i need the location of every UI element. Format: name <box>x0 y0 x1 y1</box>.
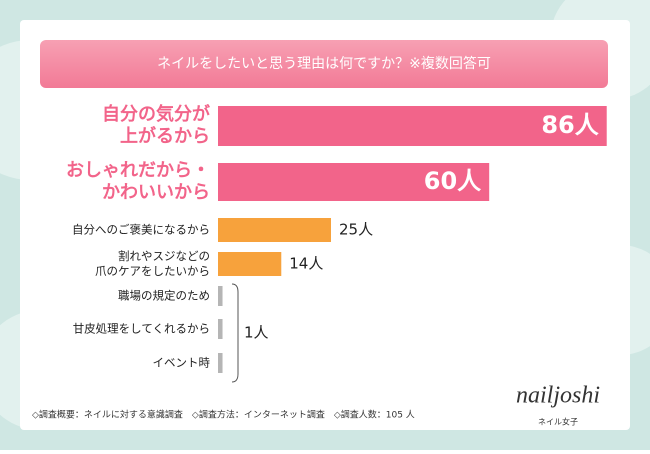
bar <box>218 286 223 306</box>
bar <box>218 218 331 242</box>
bar <box>218 106 607 146</box>
value-label: 1人 <box>244 324 269 342</box>
value-label: 14人 <box>289 255 323 273</box>
group-bracket <box>231 283 239 383</box>
value-label: 60人 <box>424 167 481 195</box>
value-label: 86人 <box>541 111 598 139</box>
brand-sub: ネイル女子 <box>538 417 578 427</box>
bar <box>218 319 223 339</box>
category-label: 上がるから <box>120 125 210 147</box>
chart-title: ネイルをしたいと思う理由は何ですか？※複数回答可 <box>157 55 491 72</box>
category-label: イベント時 <box>153 356 211 370</box>
bar <box>218 252 282 276</box>
category-label: 爪のケアをしたいから <box>95 264 210 278</box>
brand: nailjoshi <box>516 383 600 409</box>
footnote: ◇調査概要：ネイルに対する意識調査 ◇調査方法：インターネット調査 ◇調査人数：… <box>32 409 415 421</box>
bar <box>218 163 490 201</box>
value-label: 25人 <box>339 221 373 239</box>
category-label: 割れやスジなどの <box>118 249 210 263</box>
bar <box>218 353 223 373</box>
category-label: 自分へのご褒美になるから <box>72 223 210 237</box>
category-label: 職場の規定のため <box>118 289 210 303</box>
title-bar <box>40 40 608 88</box>
category-label: 自分の気分が <box>102 103 210 125</box>
category-label: 甘皮処理をしてくれるから <box>73 322 210 336</box>
category-label: かわいいから <box>102 182 210 203</box>
category-label: おしゃれだから・ <box>66 160 210 181</box>
